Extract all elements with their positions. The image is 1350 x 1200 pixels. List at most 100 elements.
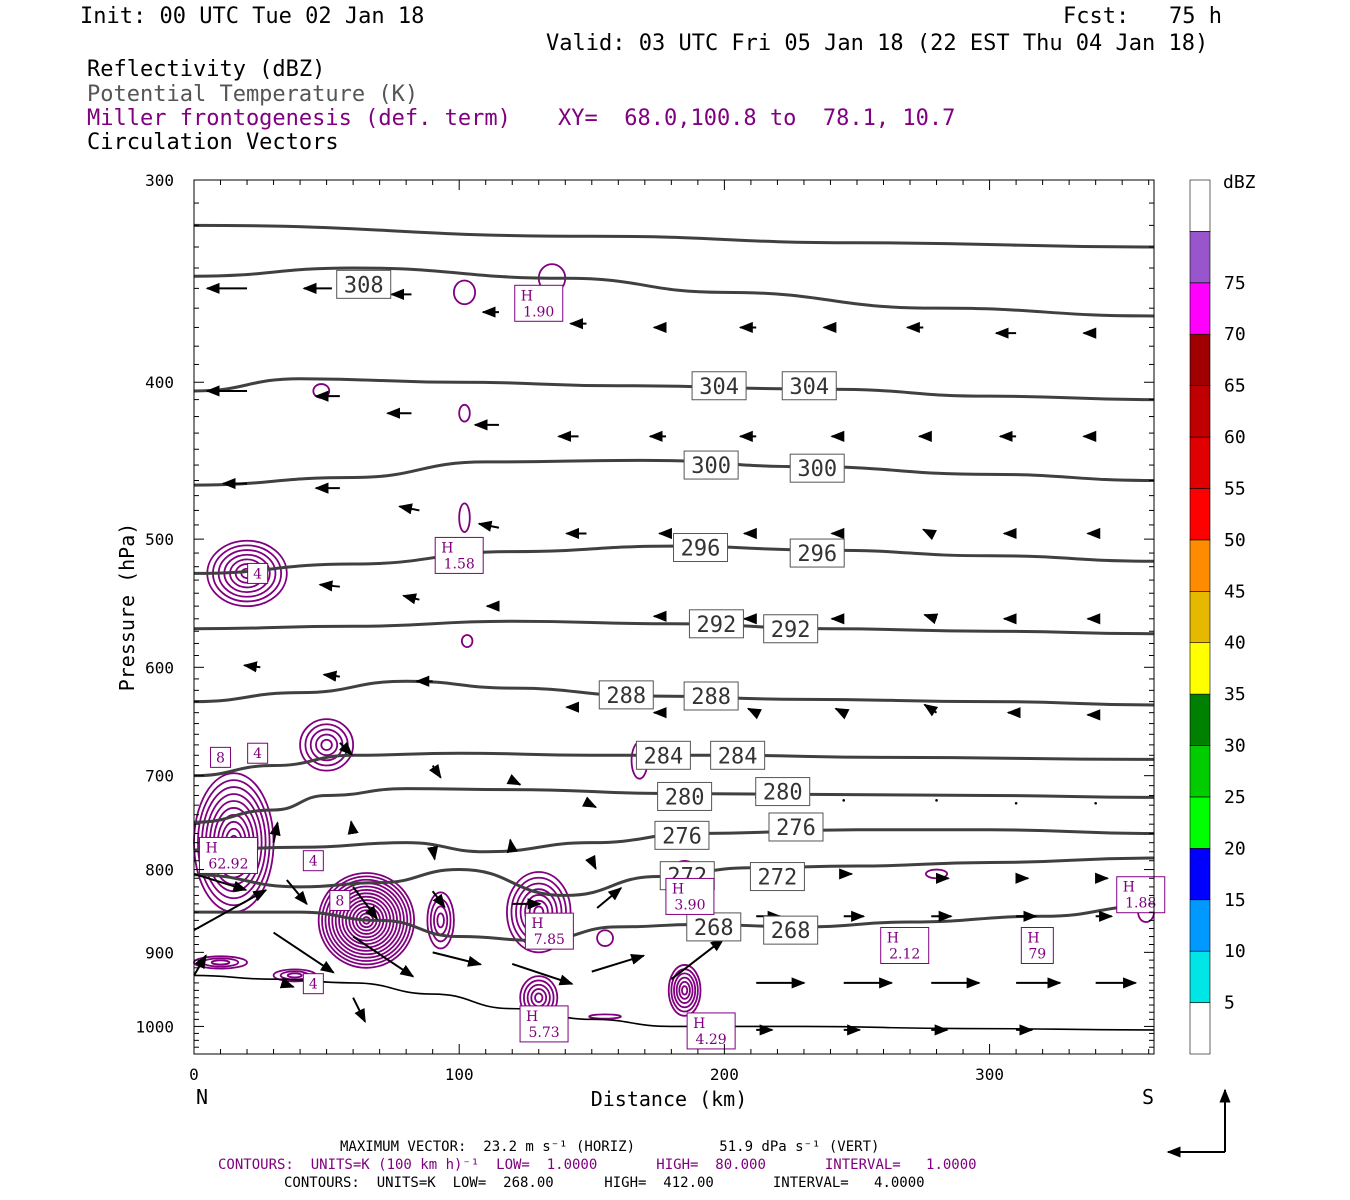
theta-contour-line bbox=[193, 751, 1155, 778]
colorbar-segment bbox=[1189, 693, 1211, 746]
circulation-vector bbox=[511, 963, 574, 986]
theta-contour-line bbox=[194, 904, 1155, 943]
colorbar-level-label: 20 bbox=[1224, 838, 1246, 859]
colorbar-level-label: 60 bbox=[1224, 427, 1246, 448]
colorbar-level-label: 5 bbox=[1224, 993, 1235, 1014]
colorbar-segment bbox=[1189, 179, 1211, 232]
x-tick-label: 0 bbox=[189, 1065, 199, 1084]
theta-contour-label: 280 bbox=[763, 781, 803, 806]
circulation-vector bbox=[506, 774, 522, 786]
frontogenesis-contour bbox=[534, 992, 544, 1003]
theta-contour-label: 300 bbox=[797, 457, 837, 482]
colorbar-segment bbox=[1189, 231, 1211, 284]
circulation-vector bbox=[477, 520, 500, 532]
fronto-max-letter: H bbox=[1123, 880, 1135, 896]
circulation-vector bbox=[834, 707, 850, 720]
colorbar-segment bbox=[1189, 590, 1211, 644]
fronto-max-value: 7.85 bbox=[534, 932, 565, 948]
fronto-max-letter: H bbox=[526, 1009, 538, 1025]
plot-frame bbox=[193, 179, 1155, 1055]
circulation-vector bbox=[279, 977, 295, 989]
frontogenesis-contour bbox=[667, 964, 702, 1017]
circulation-vector bbox=[193, 872, 248, 892]
theta-contour-label: 296 bbox=[797, 542, 837, 567]
colorbar-segment bbox=[1189, 333, 1211, 386]
fronto-max-value: 1.88 bbox=[1125, 896, 1156, 912]
frontogenesis-contour bbox=[925, 868, 949, 880]
circulation-vector bbox=[842, 799, 846, 802]
frontogenesis-contour bbox=[299, 718, 355, 772]
fronto-max-box bbox=[198, 836, 258, 874]
reference-vector-icon bbox=[1166, 1088, 1231, 1158]
x-axis-label: Distance (km) bbox=[591, 1087, 748, 1111]
theta-label-box bbox=[749, 862, 805, 892]
theta-contour-label: 272 bbox=[758, 866, 798, 891]
fronto-contour-label: 4 bbox=[253, 566, 262, 582]
circulation-vector bbox=[591, 953, 646, 973]
frontogenesis-contour bbox=[530, 988, 548, 1008]
theta-contour-label: 308 bbox=[344, 273, 384, 298]
circulation-vector bbox=[193, 889, 268, 932]
theta-label-box bbox=[686, 912, 742, 942]
forecast-hour: Fcst: 75 h bbox=[1063, 4, 1222, 29]
frontogenesis-contour bbox=[460, 634, 474, 648]
circulation-vectors bbox=[193, 282, 1138, 1036]
theta-label-box bbox=[683, 450, 739, 480]
fronto-max-box bbox=[519, 1005, 569, 1043]
y-tick-label: 600 bbox=[145, 658, 174, 677]
fronto-contour-info: CONTOURS: UNITS=K (100 km h)⁻¹ LOW= 1.00… bbox=[218, 1157, 977, 1173]
fronto-max-letter: H bbox=[205, 840, 217, 856]
fronto-max-box bbox=[524, 912, 574, 950]
theta-label-box bbox=[789, 538, 845, 568]
theta-contour-label: 304 bbox=[699, 375, 739, 400]
fronto-label-box bbox=[210, 746, 232, 768]
fronto-contour-label: 8 bbox=[335, 893, 344, 909]
theta-contour-label: 288 bbox=[606, 684, 646, 709]
theta-contour-label: 304 bbox=[789, 375, 829, 400]
frontogenesis-contour bbox=[452, 279, 477, 306]
fronto-max-letter: H bbox=[441, 540, 453, 556]
frontogenesis-contour bbox=[320, 738, 333, 751]
frontogenesis-contour bbox=[210, 959, 231, 966]
circulation-vector bbox=[242, 661, 261, 673]
theta-contour-line bbox=[193, 828, 1155, 854]
fronto-max-value: 79 bbox=[1028, 947, 1046, 963]
frontogenesis-contour bbox=[506, 871, 572, 954]
theta-contour-line bbox=[193, 679, 1155, 707]
y-tick-label: 800 bbox=[145, 861, 174, 880]
colorbar-segment bbox=[1189, 282, 1211, 335]
colorbar: 5 10 15 20 25 30 35 40 45 50 55 60 65 70 75 dBZ bbox=[1189, 172, 1256, 1055]
colorbar-level-label: 15 bbox=[1224, 890, 1246, 911]
colorbar-level-label: 65 bbox=[1224, 376, 1246, 397]
theta-label-box bbox=[336, 269, 392, 299]
frontogenesis-contour bbox=[681, 985, 689, 996]
theta-label-box bbox=[763, 614, 819, 644]
frontogenesis-contour bbox=[426, 891, 455, 950]
x-tick-label: 200 bbox=[710, 1065, 739, 1084]
colorbar-level-label: 50 bbox=[1224, 530, 1246, 551]
south-label: S bbox=[1142, 1085, 1154, 1109]
theta-contours bbox=[193, 223, 1155, 1031]
fronto-max-box bbox=[686, 1012, 736, 1050]
theta-label-box bbox=[691, 371, 747, 401]
frontogenesis-contour bbox=[458, 502, 471, 533]
circulation-vector bbox=[746, 707, 762, 720]
fronto-contour-label: 4 bbox=[309, 854, 318, 870]
y-tick-label: 300 bbox=[145, 171, 174, 190]
circulation-vector bbox=[402, 593, 420, 605]
frontogenesis-contour bbox=[433, 905, 449, 936]
colorbar-segment bbox=[1189, 436, 1211, 489]
north-label: N bbox=[196, 1085, 208, 1109]
colorbar-level-label: 70 bbox=[1224, 324, 1246, 345]
circulation-vector bbox=[923, 613, 939, 625]
fronto-label-box bbox=[329, 889, 351, 911]
theta-contour-label: 296 bbox=[681, 537, 721, 562]
valid-time: Valid: 03 UTC Fri 05 Jan 18 (22 EST Thu … bbox=[546, 31, 1209, 56]
axes: 300 400 500 600 700 800 900 1000 0 100 200 300 Dista… bbox=[115, 171, 1154, 1111]
theta-contour-info: CONTOURS: UNITS=K LOW= 268.00 HIGH= 412.… bbox=[284, 1175, 925, 1191]
theta-contour-label: 288 bbox=[691, 685, 731, 710]
theta-contour-label: 292 bbox=[697, 613, 737, 638]
fronto-max-value: 1.58 bbox=[444, 556, 475, 572]
colorbar-segment bbox=[1189, 385, 1211, 438]
colorbar-segment bbox=[1189, 899, 1211, 952]
